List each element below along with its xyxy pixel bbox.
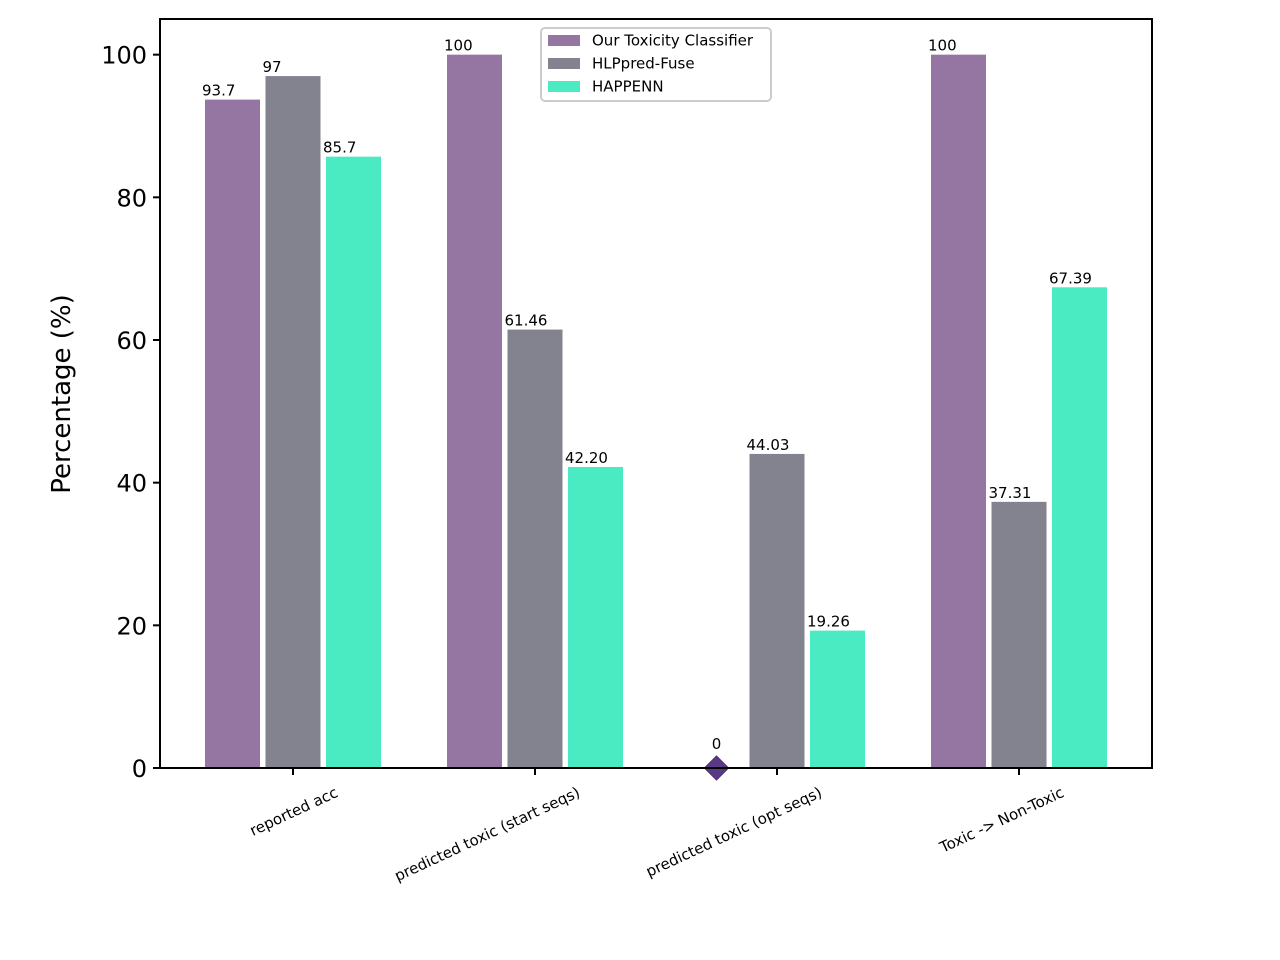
value-label-0-2: 0 — [712, 735, 722, 753]
y-tick-label-2: 40 — [116, 470, 147, 498]
plot-frame — [159, 18, 1153, 769]
y-tick-label-5: 100 — [101, 42, 147, 70]
value-label-1-3: 37.31 — [989, 484, 1032, 502]
value-label-1-1: 61.46 — [505, 312, 548, 330]
y-tick-label-1: 20 — [116, 612, 147, 640]
value-label-2-0: 85.7 — [323, 139, 356, 157]
bar-2-2 — [810, 630, 865, 768]
value-label-2-1: 42.20 — [565, 449, 608, 467]
bar-2-0 — [326, 156, 381, 768]
legend: Our Toxicity Classifier HLPpred-Fuse HAPPE… — [540, 27, 772, 102]
legend-swatch-1 — [548, 58, 580, 69]
bars-group — [205, 54, 1107, 769]
value-label-0-1: 100 — [444, 37, 473, 55]
legend-label-1: HLPpred-Fuse — [592, 55, 695, 73]
y-axis-label: Percentage (%) — [47, 294, 77, 494]
legend-swatch-2 — [548, 81, 580, 92]
value-label-2-3: 67.39 — [1049, 269, 1092, 287]
bar-0-3 — [931, 54, 986, 768]
legend-label-0: Our Toxicity Classifier — [592, 32, 754, 50]
value-label-2-2: 19.26 — [807, 613, 850, 631]
bar-1-3 — [991, 501, 1047, 768]
bar-1-2 — [749, 453, 805, 768]
bar-1-0 — [265, 76, 321, 769]
bar-0-0 — [205, 99, 260, 768]
value-label-0-0: 93.7 — [202, 82, 235, 100]
value-label-0-3: 100 — [928, 37, 957, 55]
y-tick-label-3: 60 — [116, 327, 147, 355]
bar-2-1 — [568, 466, 623, 768]
legend-swatch-0 — [548, 35, 580, 46]
legend-label-2: HAPPENN — [592, 78, 664, 96]
y-tick-label-0: 0 — [132, 755, 147, 783]
bar-2-3 — [1052, 287, 1107, 768]
bar-1-1 — [507, 329, 563, 768]
value-label-1-2: 44.03 — [747, 436, 790, 454]
y-axis: 0 20 40 60 80 100 — [101, 42, 160, 783]
value-label-1-0: 97 — [263, 58, 282, 76]
legend-box — [540, 27, 772, 102]
bar-0-1 — [447, 54, 502, 768]
y-tick-label-4: 80 — [116, 184, 147, 212]
value-labels-group: 93.7 97 85.7 100 61.46 42.20 0 44.03 19.26 100 37.… — [202, 37, 1092, 753]
